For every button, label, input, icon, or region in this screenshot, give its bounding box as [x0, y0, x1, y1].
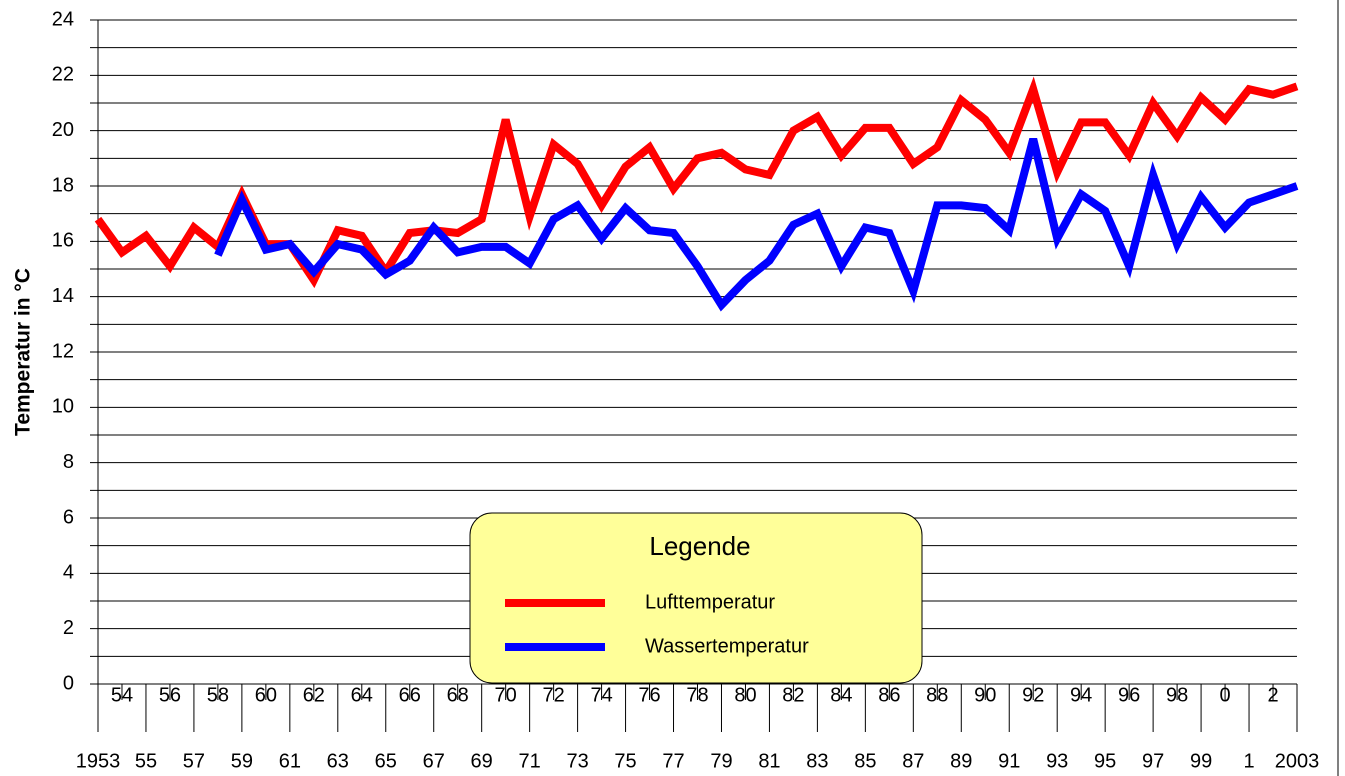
x-tick-label: 58 — [207, 684, 229, 706]
y-tick-label: 16 — [52, 230, 74, 252]
x-tick-label: 2003 — [1275, 750, 1320, 772]
x-tick-label: 70 — [495, 684, 517, 706]
y-tick-label: 20 — [52, 119, 74, 141]
y-tick-label: 10 — [52, 396, 74, 418]
y-tick-label: 22 — [52, 64, 74, 86]
legend-title: Legende — [649, 531, 750, 561]
x-tick-label: 1953 — [76, 750, 121, 772]
x-tick-label: 96 — [1118, 684, 1140, 706]
x-tick-label: 91 — [998, 750, 1020, 772]
y-axis-label: Temperatur in °C — [12, 268, 35, 436]
x-tick-label: 75 — [614, 750, 636, 772]
x-tick-label: 0 — [1219, 684, 1230, 706]
x-tick-label: 84 — [830, 684, 852, 706]
x-tick-label: 81 — [758, 750, 780, 772]
x-tick-label: 78 — [686, 684, 708, 706]
y-tick-label: 24 — [52, 8, 74, 30]
y-tick-label: 0 — [63, 672, 74, 694]
x-tick-label: 67 — [423, 750, 445, 772]
x-tick-label: 60 — [255, 684, 277, 706]
x-tick-label: 97 — [1142, 750, 1164, 772]
x-tick-label: 85 — [854, 750, 876, 772]
legend-label: Wassertemperatur — [645, 635, 809, 657]
x-tick-label: 55 — [135, 750, 157, 772]
x-tick-label: 1 — [1243, 750, 1254, 772]
x-tick-label: 98 — [1166, 684, 1188, 706]
y-tick-label: 4 — [63, 562, 74, 584]
x-tick-label: 79 — [710, 750, 732, 772]
x-tick-label: 71 — [519, 750, 541, 772]
x-tick-label: 83 — [806, 750, 828, 772]
y-tick-label: 2 — [63, 617, 74, 639]
x-tick-label: 88 — [926, 684, 948, 706]
x-tick-label: 66 — [399, 684, 421, 706]
x-tick-label: 89 — [950, 750, 972, 772]
y-tick-label: 8 — [63, 451, 74, 473]
x-tick-label: 77 — [662, 750, 684, 772]
legend-label: Lufttemperatur — [645, 591, 775, 613]
x-tick-label: 92 — [1022, 684, 1044, 706]
x-tick-label: 90 — [974, 684, 996, 706]
x-tick-label: 93 — [1046, 750, 1068, 772]
data-line — [214, 137, 1299, 312]
x-tick-label: 59 — [231, 750, 253, 772]
x-tick-label: 2 — [1267, 684, 1278, 706]
x-tick-label: 54 — [111, 684, 133, 706]
y-tick-label: 6 — [63, 506, 74, 528]
x-tick-label: 76 — [638, 684, 660, 706]
x-tick-label: 86 — [878, 684, 900, 706]
y-tick-label: 14 — [52, 285, 74, 307]
x-tick-label: 61 — [279, 750, 301, 772]
x-tick-label: 87 — [902, 750, 924, 772]
x-tick-label: 62 — [303, 684, 325, 706]
x-tick-label: 65 — [375, 750, 397, 772]
x-tick-label: 57 — [183, 750, 205, 772]
x-tick-label: 68 — [447, 684, 469, 706]
x-tick-label: 56 — [159, 684, 181, 706]
x-tick-label: 82 — [782, 684, 804, 706]
x-tick-label: 80 — [734, 684, 756, 706]
x-tick-label: 63 — [327, 750, 349, 772]
x-tick-label: 72 — [542, 684, 564, 706]
x-tick-label: 74 — [590, 684, 612, 706]
x-tick-label: 69 — [471, 750, 493, 772]
x-tick-label: 95 — [1094, 750, 1116, 772]
y-tick-label: 12 — [52, 340, 74, 362]
x-tick-label: 64 — [351, 684, 373, 706]
x-tick-label: 94 — [1070, 684, 1092, 706]
x-tick-label: 99 — [1190, 750, 1212, 772]
y-tick-label: 18 — [52, 174, 74, 196]
x-tick-label: 73 — [566, 750, 588, 772]
data-line — [94, 76, 1299, 289]
legend-box — [469, 512, 923, 684]
